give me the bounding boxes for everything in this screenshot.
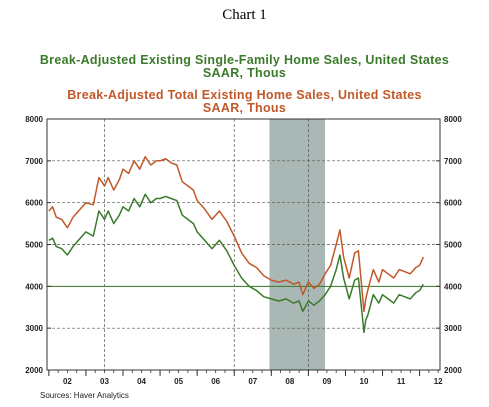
y-tick-label-right: 6000 [444,199,462,208]
chart-title: Chart 1 [222,7,267,23]
y-tick-label-right: 3000 [444,324,462,333]
y-tick-label-left: 7000 [25,157,43,166]
x-tick-label: 07 [248,377,257,386]
y-tick-label-left: 5000 [25,241,43,250]
series-units-total: SAAR, Thous [202,101,287,115]
y-tick-label-left: 2000 [25,366,43,375]
y-tick-label-left: 6000 [25,199,43,208]
y-tick-label-right: 2000 [444,366,462,375]
x-tick-label: 05 [174,377,183,386]
x-tick-label: 12 [434,377,443,386]
y-tick-label-right: 5000 [444,241,462,250]
y-tick-label-right: 4000 [444,282,462,291]
series-line-total [48,155,424,313]
series-title-single-family: Break-Adjusted Existing Single-Family Ho… [39,53,450,67]
series-line-single-family [48,193,424,334]
y-tick-label-right: 7000 [444,157,462,166]
source-note: Sources: Haver Analytics [40,391,129,400]
x-tick-label: 11 [397,377,406,386]
y-tick-label-right: 8000 [444,115,462,124]
y-tick-label-left: 4000 [25,282,43,291]
x-tick-label: 08 [285,377,294,386]
x-tick-label: 03 [100,377,109,386]
y-tick-label-left: 8000 [25,115,43,124]
series-title-total: Break-Adjusted Total Existing Home Sales… [67,88,422,102]
x-tick-label: 06 [211,377,220,386]
x-tick-label: 04 [137,377,146,386]
x-tick-label: 09 [322,377,331,386]
x-tick-label: 10 [360,377,369,386]
series-units-single-family: SAAR, Thous [202,66,287,80]
y-tick-label-left: 3000 [25,324,43,333]
x-tick-label: 02 [63,377,72,386]
